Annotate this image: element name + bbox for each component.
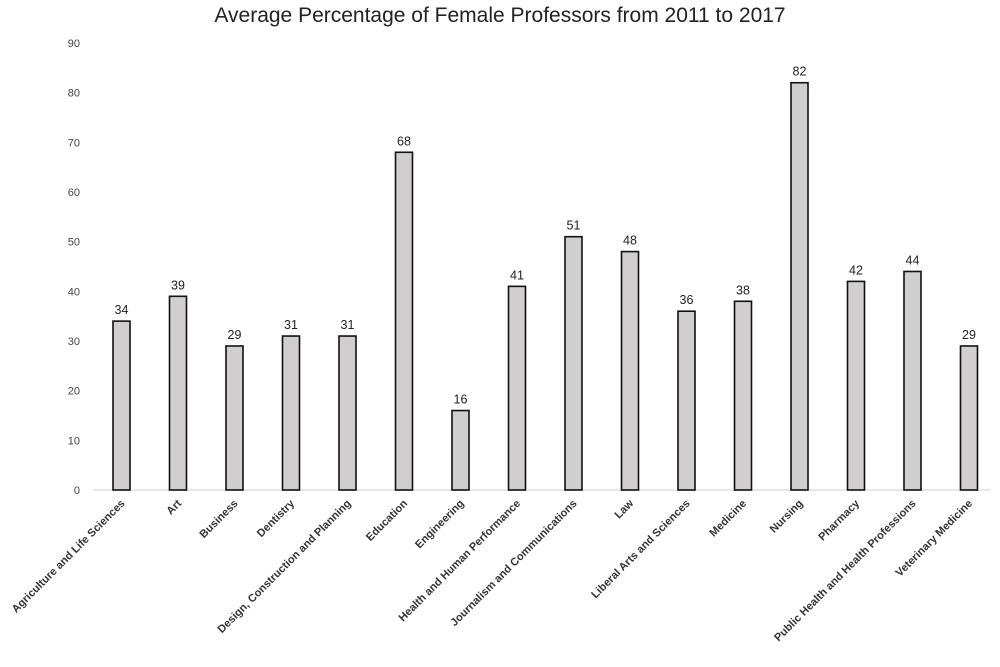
y-tick-label: 90 — [68, 38, 80, 50]
x-tick-label: Liberal Arts and Sciences — [589, 498, 692, 601]
y-tick-label: 10 — [68, 435, 80, 447]
x-tick-label: Medicine — [707, 498, 749, 540]
bar — [903, 270, 922, 491]
data-label: 16 — [454, 393, 468, 407]
data-label: 38 — [736, 283, 750, 297]
bar — [112, 320, 131, 491]
y-tick-label: 0 — [74, 485, 80, 497]
bar — [959, 345, 979, 491]
data-label: 41 — [510, 268, 524, 282]
x-tick-label: Dentistry — [255, 497, 298, 540]
data-label: 39 — [171, 278, 185, 292]
y-tick-label: 50 — [68, 237, 80, 249]
data-label: 34 — [115, 303, 129, 317]
y-tick-label: 80 — [68, 88, 80, 100]
data-label: 36 — [680, 293, 694, 307]
x-tick-label: Education — [364, 497, 410, 543]
bar — [620, 250, 640, 491]
chart-title: Average Percentage of Female Professors … — [214, 4, 786, 27]
data-label: 51 — [567, 219, 581, 233]
y-tick-label: 20 — [68, 386, 80, 398]
x-tick-label: Pharmacy — [816, 497, 862, 543]
data-label: 48 — [623, 234, 637, 248]
y-tick-label: 40 — [68, 286, 80, 298]
bar — [677, 310, 696, 491]
data-label: 31 — [284, 318, 298, 332]
bar — [338, 335, 357, 491]
x-tick-label: Law — [612, 497, 636, 521]
x-tick-label: Nursing — [768, 498, 806, 536]
bar — [168, 295, 188, 491]
data-label: 29 — [228, 328, 242, 342]
y-tick-label: 30 — [68, 336, 80, 348]
bar — [790, 81, 809, 491]
bar — [846, 280, 866, 491]
data-label: 42 — [849, 263, 863, 277]
bar — [733, 300, 753, 491]
x-tick-label: Art — [164, 497, 184, 517]
x-tick-label: Agriculture and Life Sciences — [10, 498, 128, 616]
x-tick-label: Health and Human Performance — [397, 498, 523, 624]
data-label: 68 — [397, 134, 411, 148]
bar — [564, 235, 583, 491]
bar — [281, 335, 301, 491]
data-label: 44 — [906, 253, 920, 267]
x-tick-label: Journalism and Communications — [448, 498, 579, 629]
y-tick-label: 60 — [68, 187, 80, 199]
bar — [507, 285, 527, 491]
x-tick-label: Business — [198, 498, 241, 541]
data-label: 29 — [962, 328, 976, 342]
x-tick-label: Engineering — [413, 498, 466, 551]
data-label: 82 — [793, 65, 807, 79]
bar — [451, 409, 470, 491]
bar — [225, 345, 244, 491]
y-tick-label: 70 — [68, 137, 80, 149]
bar — [394, 151, 414, 491]
data-label: 31 — [341, 318, 355, 332]
